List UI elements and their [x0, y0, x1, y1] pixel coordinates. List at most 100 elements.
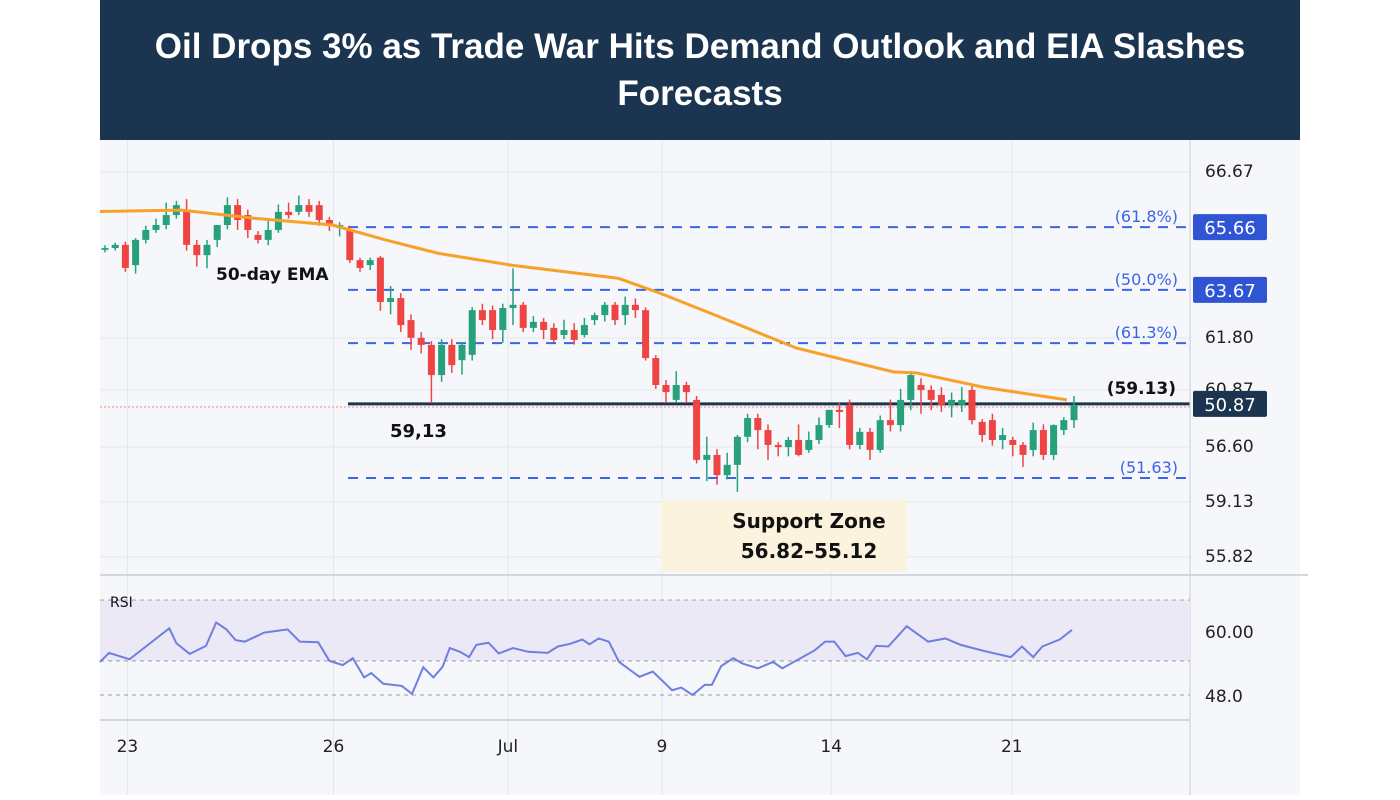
candle-bullish [1060, 417, 1068, 436]
candle-body [356, 260, 364, 268]
candle-bullish [784, 436, 792, 457]
candle-body [693, 399, 701, 460]
candle-body [795, 440, 803, 455]
candle-body [468, 310, 476, 355]
candle-body [754, 418, 762, 431]
candle-body [999, 435, 1007, 441]
candle-bearish [427, 341, 435, 404]
candle-bullish [703, 436, 711, 482]
candle-bullish [672, 371, 680, 404]
time-axis-tick: Jul [497, 737, 519, 757]
support-zone-box [661, 500, 907, 572]
rsi-pane: 60.00 48.0 [99, 599, 1254, 707]
fib-level-label: (61.3%) [1115, 323, 1178, 342]
candle-body [121, 244, 129, 268]
candle-bearish [917, 378, 925, 414]
candle-body [897, 399, 905, 426]
candle-bearish [835, 403, 843, 428]
candle-body [723, 464, 731, 476]
candle-bullish [264, 218, 272, 246]
candle-body [295, 205, 303, 212]
candle-bullish [142, 225, 150, 244]
candle-body [142, 229, 150, 240]
candle-bullish [203, 239, 211, 269]
candle-body [489, 310, 497, 331]
candle-bullish [815, 417, 823, 444]
candle-body [570, 330, 578, 340]
candle-bearish [305, 199, 313, 217]
time-axis-tick: 21 [1001, 737, 1023, 757]
ema-50-line [99, 208, 1068, 402]
price-badge-label: 65.66 [1204, 218, 1256, 239]
time-axis: 23 26 Jul 9 14 21 [117, 737, 1023, 757]
candle-body [907, 375, 915, 400]
rsi-label: RSI [110, 595, 133, 611]
time-axis-tick: 14 [820, 737, 842, 757]
candle-bullish [132, 238, 140, 274]
time-axis-tick: 26 [323, 737, 345, 757]
candle-body [713, 454, 721, 476]
candle-body [305, 205, 313, 212]
candle-bearish [407, 314, 415, 350]
candle-bullish [152, 218, 160, 233]
support-zone-title: Support Zone [732, 509, 885, 533]
price-badge [1193, 276, 1267, 303]
time-axis-tick: 23 [117, 737, 139, 757]
candle-body [591, 315, 599, 321]
candle-bullish [621, 296, 629, 326]
candle-body [397, 298, 405, 326]
candle-bullish [213, 224, 221, 247]
candle-body [876, 420, 884, 450]
candle-body [764, 430, 772, 445]
candle-bearish [285, 202, 293, 219]
candle-body [672, 385, 680, 400]
candle-bullish [856, 427, 864, 450]
rsi-axis-tick: 60.00 [1205, 623, 1254, 643]
candle-bearish [774, 442, 782, 457]
candle-bullish [1029, 422, 1037, 457]
candle-body [703, 454, 711, 460]
candle-body [234, 205, 242, 221]
candle-body [529, 321, 537, 328]
price-axis-tick: 61.80 [1205, 328, 1254, 348]
candle-body [519, 304, 527, 328]
candle-body [631, 304, 639, 311]
candle-body [662, 385, 670, 393]
candle-body [448, 344, 456, 366]
price-axis-tick: 55.82 [1205, 547, 1254, 567]
candle-bearish [968, 385, 976, 425]
fib-level-label: (51.63) [1120, 458, 1178, 477]
candle-body [1050, 425, 1058, 455]
candle-bearish [570, 323, 578, 345]
candle-bearish [937, 387, 945, 412]
candle-body [815, 425, 823, 441]
candle-bearish [866, 427, 874, 460]
candle-body [927, 389, 935, 400]
candle-bearish [886, 399, 894, 432]
candle-body [1029, 430, 1037, 450]
candle-body [835, 409, 843, 412]
candle-body [601, 304, 609, 316]
price-badge [1193, 214, 1267, 241]
candle-bearish [376, 255, 384, 311]
candle-bearish [489, 305, 497, 340]
candle-bearish [713, 449, 721, 485]
candle-bullish [438, 339, 446, 382]
candle-body [244, 215, 252, 230]
candle-body [366, 260, 374, 266]
candle-bearish [682, 381, 690, 404]
candle-body [948, 399, 956, 405]
candle-body [886, 420, 894, 426]
candle-body [499, 308, 507, 331]
candle-body [162, 215, 170, 225]
candle-body [1009, 440, 1017, 445]
candle-body [1070, 404, 1078, 421]
headline-banner: Oil Drops 3% as Trade War Hits Demand Ou… [100, 0, 1300, 140]
candle-bearish [244, 209, 252, 239]
candle-body [438, 344, 446, 376]
headline-title: Oil Drops 3% as Trade War Hits Demand Ou… [154, 27, 1246, 113]
candle-bullish [1070, 396, 1078, 428]
candle-body [417, 337, 425, 345]
candle-bullish [580, 317, 588, 338]
candle-body [427, 344, 435, 376]
